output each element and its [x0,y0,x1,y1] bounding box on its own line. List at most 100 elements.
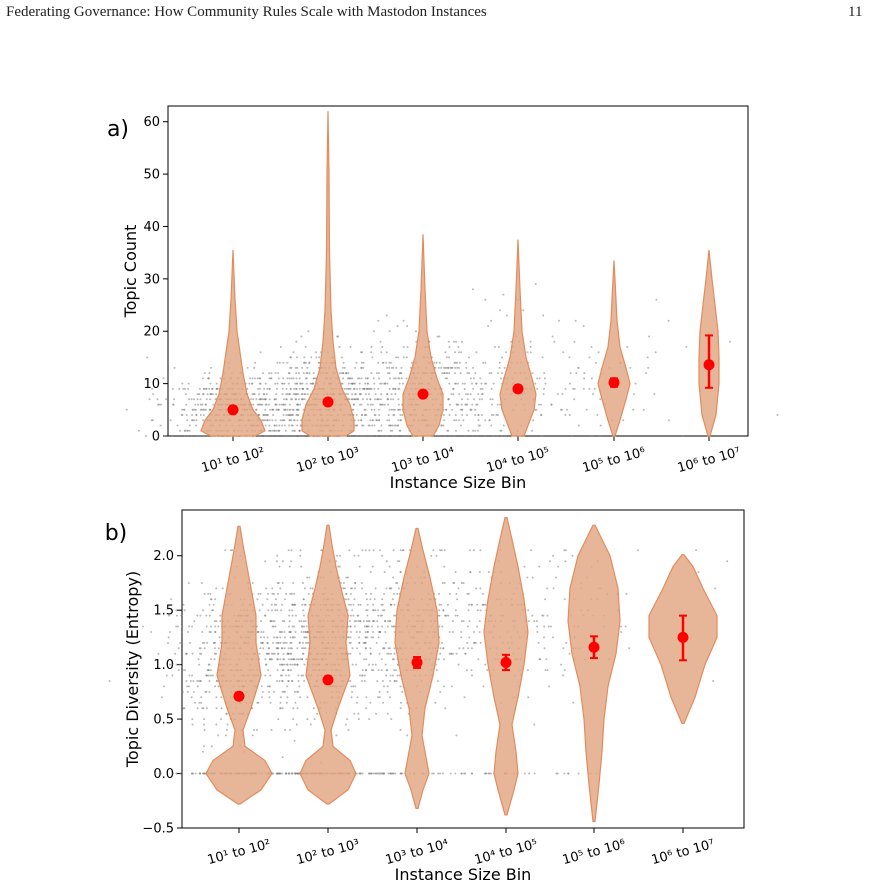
panel-b-data-point [256,598,259,601]
panel-b-data-point [300,631,303,633]
panel-b-data-point [168,614,171,617]
panel-b-data-point [179,641,182,644]
panel-b-data-point [357,718,360,721]
panel-b-data-point [363,680,366,682]
panel-a-data-point [347,382,350,385]
panel-b-data-point [620,625,622,628]
panel-a-data-point [458,351,460,354]
panel-b-data-point [257,631,260,633]
panel-a-data-point [296,382,298,385]
panel-b-data-point [289,636,292,639]
panel-a-data-point [273,429,276,432]
panel-b-data-point [302,598,305,601]
panel-b-data-point [184,669,186,672]
panel-a-data-point [447,429,450,432]
panel-a-data-point [452,393,455,396]
panel-b-data-point [177,647,180,650]
panel-b-data-point [281,663,284,666]
panel-b-data-point [293,663,296,666]
panel-a-ytick-label: 30 [143,272,160,287]
panel-b-data-point [543,636,545,639]
panel-b-data-point [188,641,191,644]
panel-b-data-point [564,560,567,563]
panel-a-data-point [188,398,190,401]
panel-b-data-point [288,609,291,612]
panel-a-data-point [453,419,456,422]
panel-a-data-point [456,366,459,369]
panel-b-data-point [276,647,279,650]
panel-b-data-point [300,674,303,677]
panel-b-data-point [300,625,303,628]
panel-a-data-point [642,408,645,411]
panel-a-data-point [151,387,154,390]
panel-a-data-point [387,414,390,416]
panel-a-data-point [186,429,189,432]
panel-a-data-point [207,377,210,380]
panel-a-data-point [588,356,591,359]
panel-b-data-point [356,647,358,650]
panel-a-data-point [363,435,366,437]
panel-a-data-point [500,429,503,432]
panel-b-data-point [477,658,480,661]
panel-a-data-point [385,435,388,437]
panel-a-label: a) [107,117,129,142]
panel-a-data-point [317,361,320,364]
panel-a-data-point [443,419,446,422]
panel-b-data-point [212,609,214,612]
panel-a-data-point [488,372,491,375]
panel-b-data-point [261,603,264,606]
panel-a-data-point [592,393,595,396]
panel-b-data-point [482,685,485,688]
panel-b-data-point [478,631,481,633]
panel-b-data-point [279,631,282,633]
panel-a-data-point [388,372,391,375]
panel-b-data-point [483,603,485,606]
panel-a-data-point [264,424,267,427]
panel-b-data-point [479,641,482,644]
panel-a-data-point [277,408,280,411]
panel-a-data-point [253,366,256,369]
panel-b-data-point [376,625,379,628]
panel-a-data-point [295,377,298,380]
panel-b-data-point [293,592,296,595]
panel-b-data-point [460,582,463,584]
panel-b-data-point [539,658,542,661]
panel-b-data-point [560,663,563,666]
panel-a-data-point [388,424,390,427]
panel-a-data-point [290,366,293,369]
panel-b-data-point [385,669,388,672]
panel-a-data-point [457,382,459,385]
panel-a-data-point [286,361,289,364]
panel-a-data-point [445,356,448,359]
panel-a-mean-marker-2 [322,396,334,408]
panel-a-data-point [400,366,403,369]
panel-a-data-point [347,372,350,375]
panel-b-data-point [336,554,338,557]
panel-a-data-point [391,429,394,432]
panel-a-xtick-label: 10¹ to 10² [200,445,267,476]
panel-a-data-point [572,387,575,390]
panel-b-data-point [546,587,549,590]
panel-a-data-point [184,429,187,432]
panel-a-data-point [309,382,312,385]
panel-a-data-point [362,361,365,364]
panel-b-data-point [470,772,473,775]
panel-a-data-point [469,393,472,396]
panel-b-data-point [313,718,316,721]
panel-a-data-point [447,366,450,369]
panel-b-data-point [279,658,282,661]
panel-b-data-point [434,701,437,704]
panel-a-data-point [372,377,375,380]
panel-b-data-point [199,772,202,775]
panel-b-data-point [383,685,385,688]
panel-a-data-point [466,398,469,401]
panel-b-data-point [170,598,173,601]
panel-b-data-point [533,723,536,726]
panel-a-data-point [667,319,670,322]
panel-b-data-point [182,707,185,710]
panel-b-data-point [214,631,217,633]
panel-b-data-point [357,554,360,557]
panel-b-data-point [209,598,212,601]
panel-b-data-point [628,647,631,650]
panel-a-data-point [258,382,261,385]
